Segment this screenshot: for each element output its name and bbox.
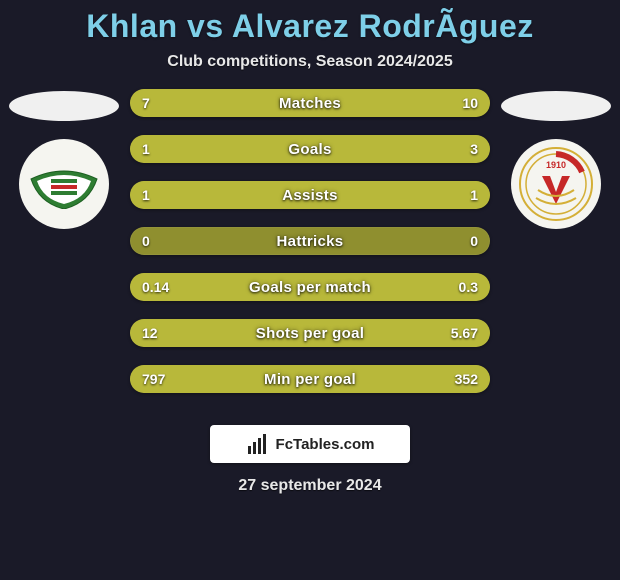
- left-crest: [19, 139, 109, 229]
- footer-text: FcTables.com: [276, 436, 375, 453]
- right-side: 1910: [496, 89, 616, 411]
- footer-date: 27 september 2024: [0, 477, 620, 495]
- widzew-icon: 1910: [518, 146, 594, 222]
- stat-row: 710Matches: [130, 89, 490, 117]
- bar-label: Min per goal: [130, 365, 490, 393]
- bar-label: Shots per goal: [130, 319, 490, 347]
- bar-label: Matches: [130, 89, 490, 117]
- comparison-layout: 710Matches 13Goals 11Assists 00Hattricks 0.1…: [0, 89, 620, 411]
- lechia-icon: [29, 159, 99, 209]
- crest-year: 1910: [546, 160, 566, 170]
- left-name-ellipse: [9, 91, 119, 121]
- bar-label: Assists: [130, 181, 490, 209]
- stat-row: 11Assists: [130, 181, 490, 209]
- page-subtitle: Club competitions, Season 2024/2025: [0, 53, 620, 71]
- bar-label: Goals per match: [130, 273, 490, 301]
- stat-row: 0.140.3Goals per match: [130, 273, 490, 301]
- bar-label: Goals: [130, 135, 490, 163]
- fctables-icon: [246, 432, 270, 456]
- left-side: [4, 89, 124, 411]
- footer-badge: FcTables.com: [210, 425, 410, 463]
- stat-bars: 710Matches 13Goals 11Assists 00Hattricks 0.1…: [124, 89, 496, 411]
- stat-row: 00Hattricks: [130, 227, 490, 255]
- stat-row: 797352Min per goal: [130, 365, 490, 393]
- bar-label: Hattricks: [130, 227, 490, 255]
- right-crest: 1910: [511, 139, 601, 229]
- stat-row: 125.67Shots per goal: [130, 319, 490, 347]
- stat-row: 13Goals: [130, 135, 490, 163]
- page-title: Khlan vs Alvarez RodrÃ­guez: [0, 0, 620, 45]
- right-name-ellipse: [501, 91, 611, 121]
